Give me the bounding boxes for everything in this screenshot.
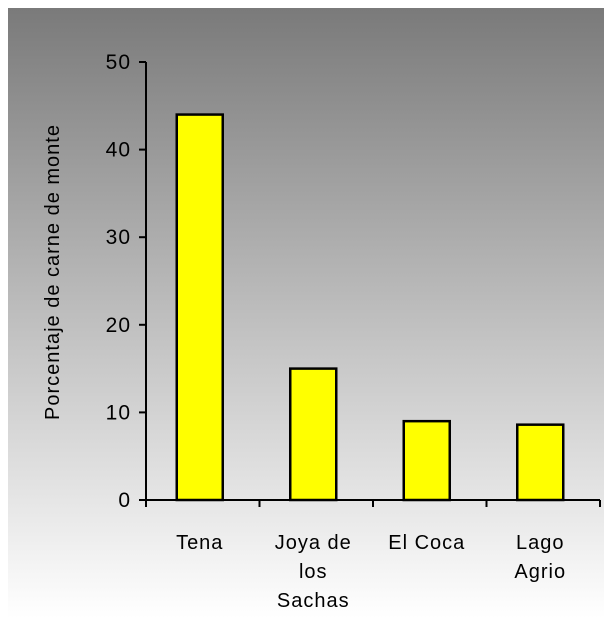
x-category-label: Joya de — [275, 532, 352, 554]
y-tick-label: 30 — [106, 226, 131, 249]
x-category-label: Lago — [516, 532, 565, 554]
y-axis-title: Porcentaje de carne de monte — [42, 124, 64, 420]
y-tick-label: 50 — [106, 51, 131, 74]
y-tick-label: 40 — [106, 139, 131, 162]
x-axis-categories: Tena Joya de los Sachas El Coca Lago Agrio — [145, 500, 601, 612]
y-axis-ticks: 0 10 20 30 40 50 — [106, 51, 146, 512]
x-category-label: Sachas — [277, 590, 350, 612]
bar — [175, 113, 224, 502]
y-tick-label: 0 — [118, 489, 131, 512]
bar — [289, 367, 338, 502]
plot-background — [8, 8, 604, 618]
x-category-label: los — [299, 561, 328, 583]
y-tick-label: 20 — [106, 314, 131, 337]
y-tick-label: 10 — [106, 401, 131, 424]
bars — [175, 113, 565, 502]
bar — [402, 419, 451, 502]
bar — [516, 423, 565, 502]
x-category-label: Agrio — [514, 561, 566, 583]
x-category-label: El Coca — [388, 532, 465, 554]
x-category-label: Tena — [176, 532, 223, 554]
